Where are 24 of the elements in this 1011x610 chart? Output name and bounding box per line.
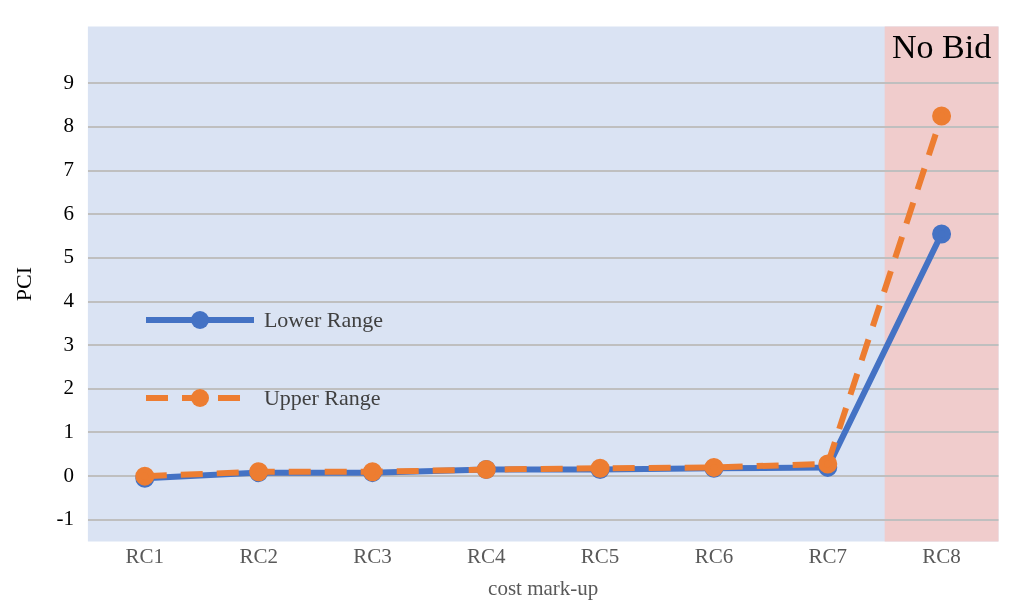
y-tick-label: 9 (63, 69, 74, 94)
legend-label: Upper Range (263, 385, 381, 412)
x-tick-label: RC4 (467, 543, 507, 568)
x-tick-label: RC3 (353, 543, 392, 568)
y-tick-label: 6 (63, 200, 74, 225)
y-tick-label: 8 (63, 113, 74, 138)
x-tick-label: RC6 (694, 543, 734, 568)
x-axis-title: cost mark-up (488, 575, 599, 600)
y-tick-label: 1 (63, 419, 74, 444)
y-axis-title: PCI (10, 266, 36, 302)
y-tick-label: 3 (63, 331, 74, 356)
x-tick-label: RC5 (580, 543, 620, 568)
y-tick-label: 5 (63, 244, 74, 269)
y-tick-label: 2 (63, 375, 74, 400)
x-tick-label: RC2 (239, 543, 278, 568)
x-tick-label: RC1 (125, 543, 165, 568)
y-tick-label: -1 (56, 506, 74, 531)
y-tick-label: 4 (63, 288, 75, 313)
band-label: No Bid (891, 27, 992, 65)
x-tick-label: RC7 (808, 543, 848, 568)
y-tick-label: 7 (63, 157, 74, 182)
legend-label: Lower Range (263, 307, 384, 334)
y-tick-label: 0 (63, 462, 74, 487)
x-tick-label: RC8 (922, 543, 961, 568)
